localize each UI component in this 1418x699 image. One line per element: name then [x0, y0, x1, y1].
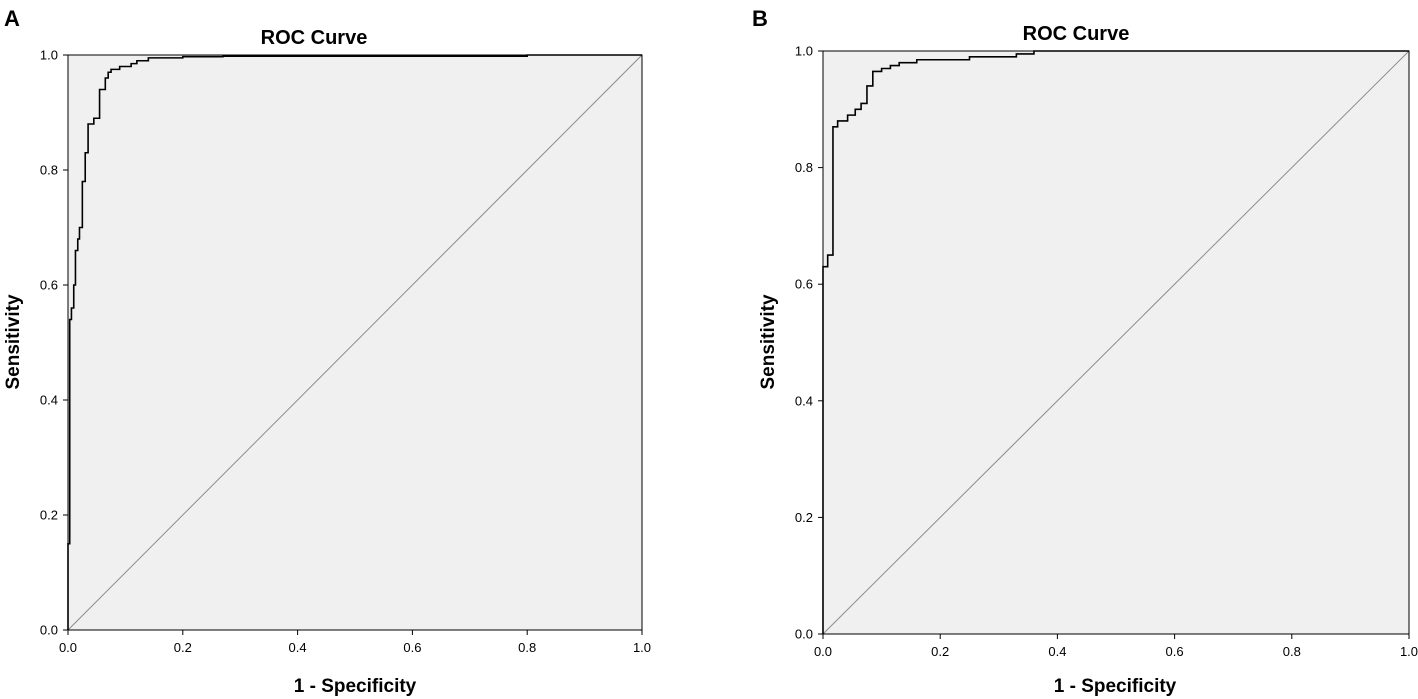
x-tick-label-b-3: 0.6 — [1166, 644, 1184, 659]
x-tick-label-a-5: 1.0 — [633, 640, 651, 655]
x-tick-label-a-3: 0.6 — [403, 640, 421, 655]
y-tick-label-a-0: 0.0 — [40, 623, 58, 638]
x-ticks-b: 0.0 0.2 0.4 0.6 0.8 1.0 — [814, 634, 1418, 659]
chart-title-a: ROC Curve — [261, 27, 368, 49]
y-tick-label-a-1: 0.2 — [40, 508, 58, 523]
reference-diagonal-b — [822, 50, 1410, 635]
reference-layer-a — [67, 54, 643, 631]
x-tick-label-b-4: 0.8 — [1283, 644, 1301, 659]
y-tick-label-b-2: 0.4 — [795, 393, 813, 408]
panel-letter-b: B — [752, 6, 768, 31]
y-tick-label-a-4: 0.8 — [40, 163, 58, 178]
plot-frame-b — [822, 50, 1410, 635]
roc-curve-b — [822, 50, 1409, 634]
x-axis-label-b: 1 - Specificity — [1054, 676, 1177, 697]
x-tick-label-a-2: 0.4 — [289, 640, 307, 655]
panel-b: B ROC Curve 0.0 0.2 0.4 0.6 0.8 1.0 0.0 0.2 0.4… — [752, 6, 1418, 697]
plot-frame-a — [67, 54, 643, 631]
x-tick-label-a-4: 0.8 — [518, 640, 536, 655]
x-tick-label-b-5: 1.0 — [1400, 644, 1418, 659]
y-ticks-b: 0.0 0.2 0.4 0.6 0.8 1.0 — [795, 44, 823, 642]
chart-title-b: ROC Curve — [1023, 23, 1130, 45]
panel-a: A ROC Curve 0.0 0.2 0.4 0.6 0.8 1.0 0.0 0.2 0.4… — [3, 6, 651, 697]
x-tick-label-b-0: 0.0 — [814, 644, 832, 659]
y-tick-label-a-3: 0.6 — [40, 278, 58, 293]
x-tick-label-b-1: 0.2 — [931, 644, 949, 659]
x-tick-label-b-2: 0.4 — [1048, 644, 1066, 659]
y-ticks-a: 0.0 0.2 0.4 0.6 0.8 1.0 — [40, 48, 68, 638]
y-axis-label-a: Sensitivity — [3, 294, 24, 389]
y-tick-label-b-1: 0.2 — [795, 510, 813, 525]
x-axis-label-a: 1 - Specificity — [294, 676, 417, 697]
y-tick-label-b-0: 0.0 — [795, 627, 813, 642]
roc-curve-a — [67, 54, 642, 630]
reference-diagonal-a — [67, 54, 643, 631]
x-tick-label-a-1: 0.2 — [174, 640, 192, 655]
panel-letter-a: A — [4, 6, 20, 31]
y-tick-label-a-2: 0.4 — [40, 393, 58, 408]
x-ticks-a: 0.0 0.2 0.4 0.6 0.8 1.0 — [59, 630, 651, 655]
x-tick-label-a-0: 0.0 — [59, 640, 77, 655]
y-tick-label-b-4: 0.8 — [795, 160, 813, 175]
curve-layer-a — [67, 54, 642, 630]
y-tick-label-a-5: 1.0 — [40, 48, 58, 63]
curve-layer-b — [822, 50, 1409, 634]
reference-layer-b — [822, 50, 1410, 635]
y-tick-label-b-5: 1.0 — [795, 44, 813, 59]
y-tick-label-b-3: 0.6 — [795, 277, 813, 292]
y-axis-label-b: Sensitivity — [758, 294, 779, 389]
